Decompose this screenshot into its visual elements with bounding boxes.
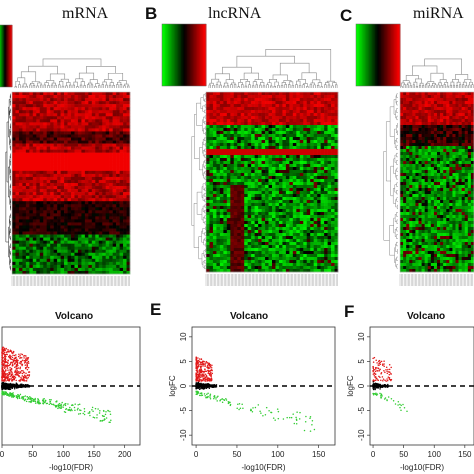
sample-labels-mirna [399, 274, 474, 286]
x-tick-label-mirna-0: 0 [371, 450, 376, 459]
y-tick-label-lncrna--5: -5 [179, 406, 188, 414]
y-tick-label-lncrna--10: -10 [179, 429, 188, 441]
y-tick-label-mirna-0: 0 [357, 383, 366, 388]
points-lncrna [195, 356, 316, 432]
x-tick-label-mirna-100: 100 [428, 450, 442, 459]
x-tick-label-mrna-100: 100 [57, 450, 71, 459]
volcano-title-d: Volcano [55, 311, 94, 322]
y-tick-label-lncrna-0: 0 [179, 383, 188, 388]
heatmap-mrna [0, 24, 131, 286]
row-dendrogram-mirna [383, 93, 398, 269]
volcano-plot-mrna: 0 50 100 150 200 -log10(FDR) [0, 326, 141, 472]
volcano-title-e: Volcano [230, 311, 269, 322]
row-dendrogram-mrna [5, 93, 11, 271]
volcano-plot-mirna: 0 50 100 150 -10 -5 0 5 10 logFC -log10(FDR) [346, 326, 474, 472]
volcano-plot-lncrna: 0 50 100 150 -10 -5 0 5 10 logFC -log10(FDR) [168, 326, 336, 472]
heatmap-mirna [355, 23, 474, 286]
x-tick-label-lncrna-0: 0 [194, 450, 199, 459]
panel-title-mirna: miRNA [413, 5, 464, 22]
color-key-mirna [355, 23, 401, 87]
y-tick-label-lncrna-5: 5 [179, 359, 188, 364]
x-axis-label-mirna: -log10(FDR) [400, 463, 444, 472]
column-dendrogram-mrna [14, 58, 130, 88]
y-tick-label-mirna--10: -10 [357, 429, 366, 441]
panel-letter-f: F [344, 302, 355, 321]
volcano-title-f: Volcano [407, 311, 446, 322]
x-tick-label-mirna-50: 50 [399, 450, 408, 459]
heatmap-lncrna [161, 23, 339, 286]
points-mirna [372, 356, 408, 412]
column-dendrogram-lncrna [208, 49, 338, 88]
row-dendrogram-lncrna [191, 93, 206, 269]
panel-letter-b: B [145, 4, 158, 23]
x-tick-label-lncrna-150: 150 [312, 450, 326, 459]
points-mrna [1, 346, 112, 424]
panel-letter-e: E [150, 300, 162, 319]
x-tick-label-lncrna-50: 50 [232, 450, 241, 459]
column-dendrogram-mirna [400, 58, 474, 88]
panel-title-lncrna: lncRNA [208, 5, 262, 22]
x-tick-label-mrna-200: 200 [118, 450, 132, 459]
sample-labels-mrna [11, 276, 130, 286]
heatmap-cells-mrna [11, 91, 131, 275]
x-tick-label-lncrna-100: 100 [271, 450, 285, 459]
y-axis-label-mirna: logFC [346, 375, 355, 397]
x-tick-label-mirna-150: 150 [458, 450, 472, 459]
y-tick-label-mirna--5: -5 [357, 406, 366, 414]
x-tick-label-mrna-0: 0 [0, 450, 5, 459]
x-tick-label-mrna-50: 50 [28, 450, 37, 459]
y-tick-label-lncrna-10: 10 [179, 332, 188, 341]
y-tick-label-mirna-5: 5 [357, 359, 366, 364]
panel-letter-c: C [340, 6, 353, 25]
panel-title-mrna: mRNA [62, 5, 109, 22]
y-tick-label-mirna-10: 10 [357, 332, 366, 341]
x-axis-label-mrna: -log10(FDR) [49, 463, 93, 472]
heatmap-cells-mirna [399, 91, 474, 273]
y-axis-label-lncrna: logFC [168, 375, 177, 397]
x-axis-label-lncrna: -log10(FDR) [241, 463, 285, 472]
color-key-mrna [0, 24, 13, 88]
color-key-lncrna [161, 23, 207, 87]
sample-labels-lncrna [205, 274, 338, 286]
x-tick-label-mrna-150: 150 [87, 450, 101, 459]
heatmap-cells-lncrna [205, 91, 339, 273]
